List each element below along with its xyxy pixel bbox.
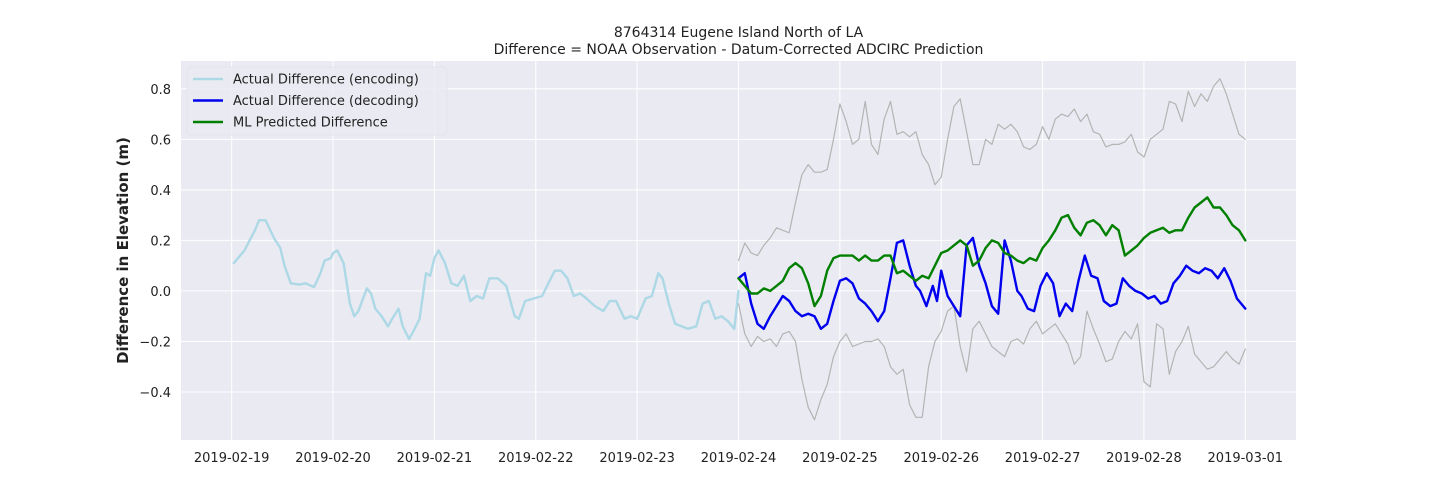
x-tick-labels: 2019-02-19 2019-02-20 2019-02-21 2019-02-22… (194, 451, 1283, 466)
x-tick-label: 2019-02-21 (397, 451, 473, 466)
y-tick-label: −0.4 (139, 386, 171, 401)
x-tick-label: 2019-02-24 (701, 451, 777, 466)
y-tick-label: −0.2 (139, 335, 171, 350)
chart-subtitle: Difference = NOAA Observation - Datum-Co… (494, 42, 984, 58)
legend-box (186, 66, 448, 136)
x-tick-label: 2019-02-26 (903, 451, 979, 466)
y-tick-label: 0.0 (150, 285, 171, 300)
series-line-0 (232, 218, 740, 341)
uncertainty-bound-line (737, 303, 1246, 421)
y-tick-label: 0.2 (150, 234, 171, 249)
x-tick-label: 2019-02-25 (802, 451, 878, 466)
x-tick-label: 2019-02-22 (498, 451, 574, 466)
series-line-1 (737, 236, 1247, 330)
x-tick-label: 2019-02-20 (295, 451, 371, 466)
legend-entry-label: ML Predicted Difference (233, 116, 388, 131)
y-tick-label: 0.6 (150, 133, 171, 148)
y-tick-labels: −0.4 −0.2 0.0 0.2 0.4 0.6 0.8 (139, 83, 171, 401)
chart-title: 8764314 Eugene Island North of LA (614, 25, 864, 41)
legend: Actual Difference (encoding) Actual Diffe… (186, 66, 448, 136)
legend-entry-label: Actual Difference (encoding) (233, 73, 419, 88)
x-tick-label: 2019-02-19 (194, 451, 270, 466)
series-lines (232, 78, 1247, 421)
y-tick-label: 0.8 (150, 83, 171, 98)
x-tick-label: 2019-02-27 (1005, 451, 1081, 466)
y-axis-label: Difference in Elevation (m) (114, 137, 132, 364)
x-tick-label: 2019-03-01 (1208, 451, 1284, 466)
x-tick-label: 2019-02-28 (1106, 451, 1182, 466)
x-tick-label: 2019-02-23 (599, 451, 675, 466)
y-tick-label: 0.4 (150, 184, 171, 199)
gridlines (181, 61, 1296, 440)
legend-entry-label: Actual Difference (decoding) (233, 94, 419, 109)
uncertainty-bound-line (737, 78, 1246, 262)
series-line-2 (737, 196, 1247, 308)
